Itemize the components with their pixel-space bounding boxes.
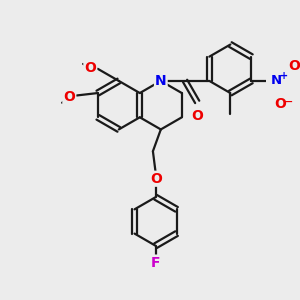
Text: N: N [271,74,282,87]
Text: +: + [280,70,288,81]
Text: O: O [63,89,75,103]
Text: −: − [284,97,293,107]
Text: N: N [155,74,166,88]
Text: F: F [151,256,160,270]
Text: O: O [151,172,163,186]
Text: O: O [84,61,96,75]
Text: O: O [289,59,300,73]
Text: O: O [191,109,203,123]
Text: O: O [274,97,286,111]
